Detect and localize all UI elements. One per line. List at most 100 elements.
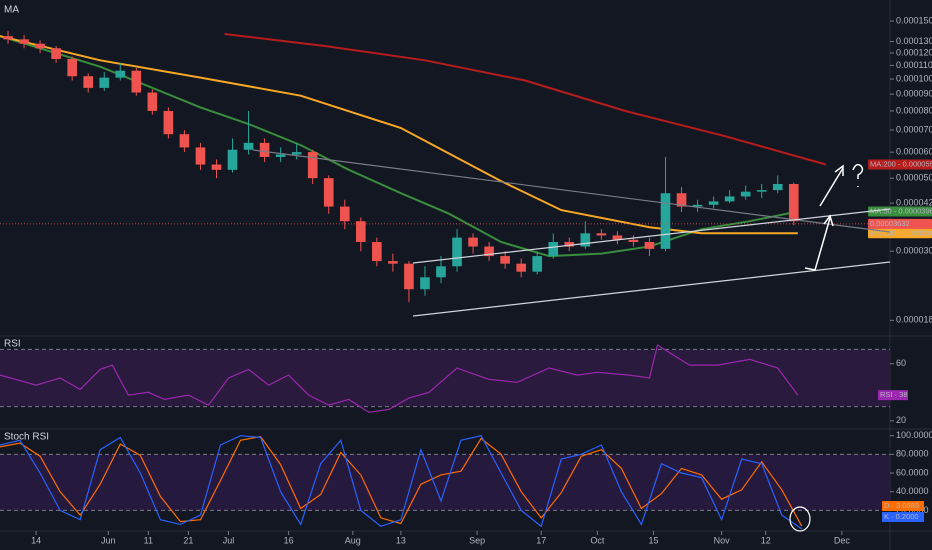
candle-body xyxy=(388,261,398,264)
candle-body xyxy=(564,241,575,247)
highlight-circle xyxy=(789,506,811,532)
candle-body xyxy=(628,239,639,242)
candle-body xyxy=(339,206,350,222)
badge xyxy=(868,218,932,229)
badge-label: MA:200 - 0.00005500 xyxy=(870,160,932,169)
candle-body xyxy=(580,233,591,247)
y-tick-label: 0.00008000 xyxy=(896,105,932,115)
candle-body xyxy=(35,43,45,49)
x-tick-label: Jul xyxy=(223,535,235,545)
badge xyxy=(868,206,932,217)
indicator-line xyxy=(0,435,803,530)
y-tick-label: 100.0000 xyxy=(896,430,932,440)
candle-body xyxy=(516,263,526,272)
candle-body xyxy=(83,76,94,88)
candle-body xyxy=(740,191,751,197)
candle-body xyxy=(708,201,719,205)
x-tick-label: 12 xyxy=(761,535,771,545)
x-tick-label: Nov xyxy=(714,535,731,545)
y-tick-label: 0.00004200 xyxy=(896,197,932,207)
candle-body xyxy=(452,237,462,267)
x-tick-label: Sep xyxy=(469,535,485,545)
candle-body xyxy=(788,184,799,222)
candle-body xyxy=(211,164,222,170)
candle-body xyxy=(404,263,414,290)
moving-average xyxy=(0,35,798,258)
y-tick-label: 40.0000 xyxy=(896,486,929,496)
y-tick-label: 0.00012000 xyxy=(896,47,932,57)
x-tick-label: 11 xyxy=(144,535,153,545)
candle-body xyxy=(115,70,126,78)
y-tick-label: 0.00013000 xyxy=(896,36,932,46)
arrow-head xyxy=(823,214,834,227)
channel-top xyxy=(412,208,891,264)
legend-badge xyxy=(882,501,924,511)
indicator-line xyxy=(0,344,799,413)
candle-body xyxy=(323,178,334,207)
y-tick-label: 60 xyxy=(896,358,906,368)
moving-average xyxy=(0,35,798,235)
candle-body xyxy=(660,193,671,249)
candle-body xyxy=(692,204,703,207)
badge-label: MA:100 - 0.00003401 xyxy=(870,228,932,237)
y-tick-label: 0.00015000 xyxy=(896,15,932,25)
candle-body xyxy=(612,235,623,240)
candle-body xyxy=(259,142,270,157)
x-tick-label: 15 xyxy=(648,535,658,545)
candle-body xyxy=(147,92,158,111)
badge-label: RSI · 38 xyxy=(880,390,908,399)
candle-body xyxy=(51,48,61,60)
y-tick-label: 0.00007000 xyxy=(896,124,932,134)
y-tick-label: 0.00005000 xyxy=(896,173,932,183)
candle-body xyxy=(356,221,366,242)
plots: MA 0.00015000 0.000130000.00012000 0.000110… xyxy=(0,5,932,545)
indicator-line xyxy=(0,435,803,527)
badge-label: 0.00003632 xyxy=(870,219,910,228)
arrow-head xyxy=(834,164,844,176)
candle-body xyxy=(372,241,382,262)
panel-title: MA xyxy=(4,5,19,16)
y-tick-label: 0.00011000 xyxy=(896,60,932,70)
panel-title: Stoch RSI xyxy=(4,432,49,443)
candle-body xyxy=(19,39,29,44)
candle-body xyxy=(179,134,190,148)
candle-body xyxy=(131,70,142,93)
candle-body xyxy=(484,246,494,257)
candle-body xyxy=(436,266,446,278)
candle-body xyxy=(468,237,478,247)
candle-body xyxy=(756,190,767,192)
arrow-path xyxy=(804,217,831,271)
x-tick-label: Jun xyxy=(101,535,116,545)
x-tick-label: 14 xyxy=(31,535,41,545)
badge xyxy=(868,159,932,170)
x-tick-label: Dec xyxy=(834,535,851,545)
legend-badge xyxy=(882,512,924,522)
y-tick-label: 0.00006000 xyxy=(896,146,932,156)
candle-body xyxy=(596,233,607,236)
badge-label: MA:50 - 0.00003960 xyxy=(870,207,932,216)
candle-body xyxy=(676,193,687,207)
legend-label: D · 3.0685 xyxy=(884,501,919,510)
channel-bottom xyxy=(412,261,891,317)
candle-body xyxy=(243,142,254,150)
drawings xyxy=(252,149,891,532)
x-tick-label: 21 xyxy=(183,535,193,545)
candle-body xyxy=(227,149,238,170)
question-mark xyxy=(852,163,864,187)
candle-body xyxy=(99,77,110,88)
panel-title: RSI xyxy=(4,339,21,350)
arrow-up xyxy=(819,167,844,207)
candle-body xyxy=(195,147,206,165)
y-tick-label: 20 xyxy=(896,415,906,425)
candle-body xyxy=(275,154,286,157)
candle-body xyxy=(724,196,735,202)
y-tick-label: 60.0000 xyxy=(896,467,929,477)
candle-body xyxy=(772,184,783,191)
candle-body xyxy=(532,256,543,272)
candle-body xyxy=(291,152,302,155)
candle-body xyxy=(3,36,13,40)
x-tick-label: 13 xyxy=(396,535,406,545)
y-tick-label: 0.00001850 xyxy=(896,315,932,325)
y-tick-label: 0.00003000 xyxy=(896,246,932,256)
